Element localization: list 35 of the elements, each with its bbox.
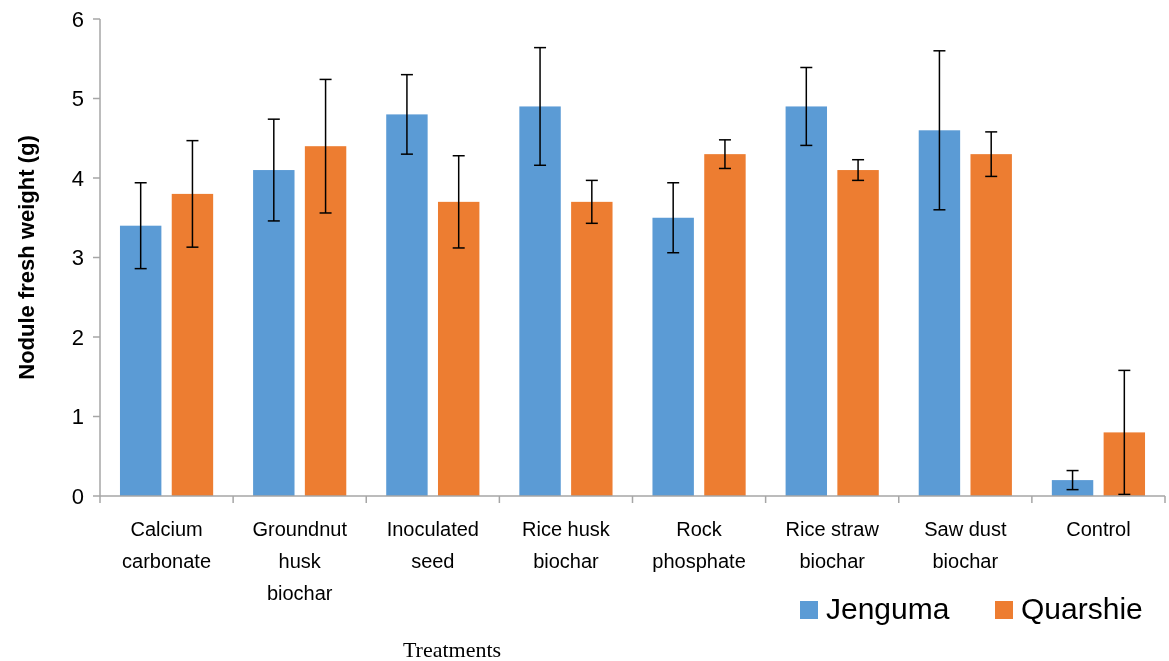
legend-label: Quarshie (1021, 592, 1143, 625)
bar (837, 170, 879, 496)
y-axis-title: Nodule fresh weight (g) (14, 135, 39, 380)
y-tick-label: 1 (71, 404, 84, 430)
bar (519, 106, 561, 496)
bar (571, 201, 613, 496)
y-tick-label: 0 (71, 483, 84, 509)
bar (304, 146, 347, 496)
x-tick-label: Rice husk biochar (522, 518, 611, 572)
bar (253, 170, 295, 496)
x-tick-label: Control (1066, 518, 1131, 540)
y-tick-label: 4 (71, 165, 84, 191)
bar (171, 193, 214, 496)
x-tick-label: Calcium carbonate (122, 518, 212, 572)
x-tick-label: Saw dust biochar (924, 518, 1007, 572)
x-tick-label: Rice straw biochar (785, 518, 880, 572)
x-tick-label: Groundnut husk biochar (252, 518, 348, 604)
bar (970, 154, 1012, 496)
bar (785, 106, 828, 496)
x-tick-label: Rock phosphate (652, 518, 746, 572)
bar (119, 225, 162, 496)
x-axis-title: Treatments (402, 637, 502, 661)
bar (652, 217, 694, 496)
bar (437, 201, 480, 496)
y-tick-label: 2 (71, 324, 84, 350)
x-tick-label: Inoculated seed (386, 518, 479, 572)
bar (1051, 480, 1094, 496)
bar (1103, 432, 1146, 496)
legend-label: Jenguma (826, 592, 950, 625)
bar (386, 114, 428, 496)
y-tick-label: 5 (71, 86, 84, 112)
y-tick-label: 3 (71, 245, 84, 271)
y-tick-label: 6 (71, 6, 84, 32)
bar (918, 130, 961, 496)
bar (704, 154, 746, 496)
